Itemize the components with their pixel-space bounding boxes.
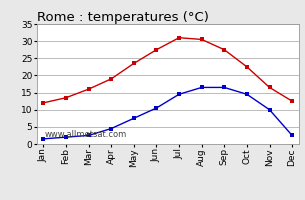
Text: Rome : temperatures (°C): Rome : temperatures (°C) xyxy=(37,11,209,24)
Text: www.allmetsat.com: www.allmetsat.com xyxy=(45,130,127,139)
